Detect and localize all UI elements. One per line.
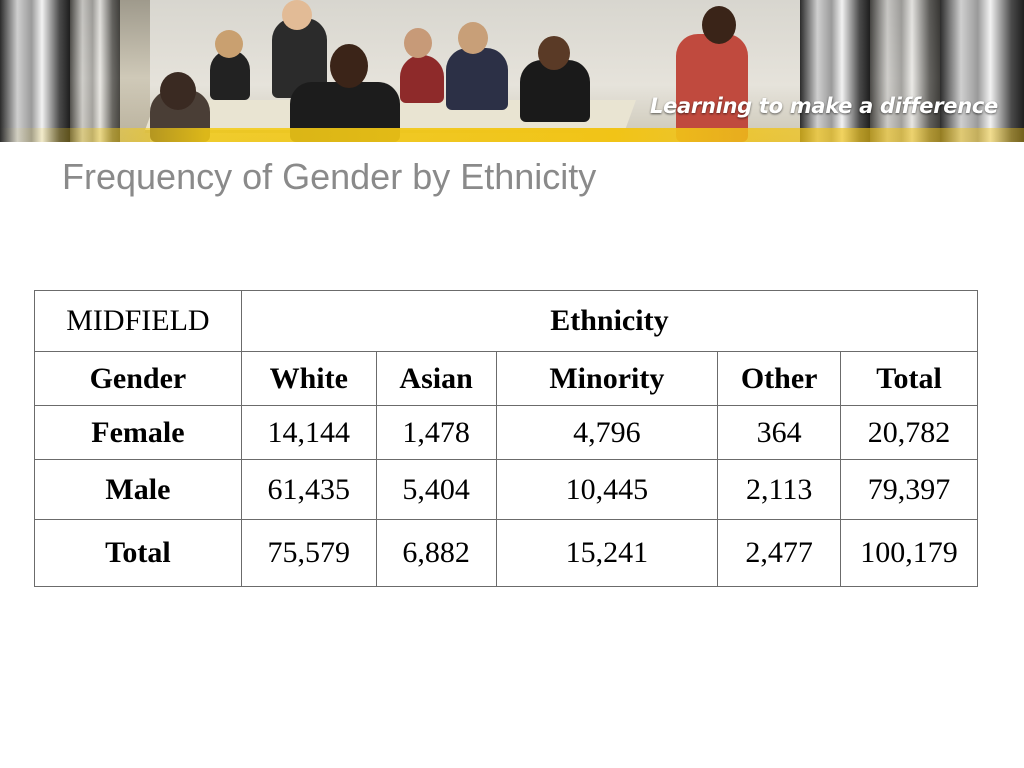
table-cell: 4,796: [495, 405, 719, 460]
banner-person-head: [160, 72, 196, 110]
table-cell: 100,179: [840, 519, 978, 587]
column-header-white: White: [240, 351, 377, 406]
column-header-asian: Asian: [375, 351, 497, 406]
table-row: Male 61,435 5,404 10,445 2,113 79,397: [34, 459, 978, 520]
banner-person: [446, 48, 508, 110]
table-column-header-row: Gender White Asian Minority Other Total: [34, 351, 978, 406]
banner-person-head: [702, 6, 736, 44]
column-header-total: Total: [840, 351, 978, 406]
banner-person: [676, 34, 748, 142]
table-cell: 2,477: [717, 519, 842, 587]
table-cell: 14,144: [240, 405, 377, 460]
table-cell: 1,478: [375, 405, 497, 460]
banner-person-head: [330, 44, 368, 88]
table-cell: 79,397: [840, 459, 978, 520]
table-row: Total 75,579 6,882 15,241 2,477 100,179: [34, 519, 978, 587]
table-corner-label: MIDFIELD: [34, 290, 242, 352]
header-banner: Learning to make a difference: [0, 0, 1024, 142]
banner-person-head: [282, 0, 312, 30]
table-cell: 61,435: [240, 459, 377, 520]
banner-pillar: [0, 0, 70, 142]
banner-accent-strip: [0, 128, 1024, 142]
table-top-header-row: MIDFIELD Ethnicity: [34, 290, 979, 352]
table-group-header: Ethnicity: [240, 290, 979, 352]
banner-tagline: Learning to make a difference: [650, 94, 998, 118]
banner-person-head: [215, 30, 243, 58]
table-cell: 6,882: [375, 519, 497, 587]
table-cell: 364: [717, 405, 842, 460]
column-header-minority: Minority: [495, 351, 719, 406]
table-cell: 5,404: [375, 459, 497, 520]
banner-person: [210, 50, 250, 100]
table-row: Female 14,144 1,478 4,796 364 20,782: [34, 405, 978, 460]
frequency-table: MIDFIELD Ethnicity Gender White Asian Mi…: [34, 290, 979, 587]
banner-person-head: [458, 22, 488, 54]
column-header-other: Other: [717, 351, 842, 406]
banner-person: [400, 55, 444, 103]
column-header-gender: Gender: [34, 351, 242, 406]
table-cell: 10,445: [495, 459, 719, 520]
row-label-male: Male: [34, 459, 242, 520]
banner-pillar: [800, 0, 870, 142]
banner-person-head: [538, 36, 570, 70]
table-cell: 20,782: [840, 405, 978, 460]
banner-pillar: [70, 0, 120, 142]
table-cell: 15,241: [495, 519, 719, 587]
slide-title: Frequency of Gender by Ethnicity: [62, 156, 597, 197]
banner-pillar: [870, 0, 940, 142]
banner-person: [520, 60, 590, 122]
row-label-total: Total: [34, 519, 242, 587]
table-cell: 75,579: [240, 519, 377, 587]
table-cell: 2,113: [717, 459, 842, 520]
banner-pillar: [940, 0, 1024, 142]
banner-person-head: [404, 28, 432, 58]
row-label-female: Female: [34, 405, 242, 460]
